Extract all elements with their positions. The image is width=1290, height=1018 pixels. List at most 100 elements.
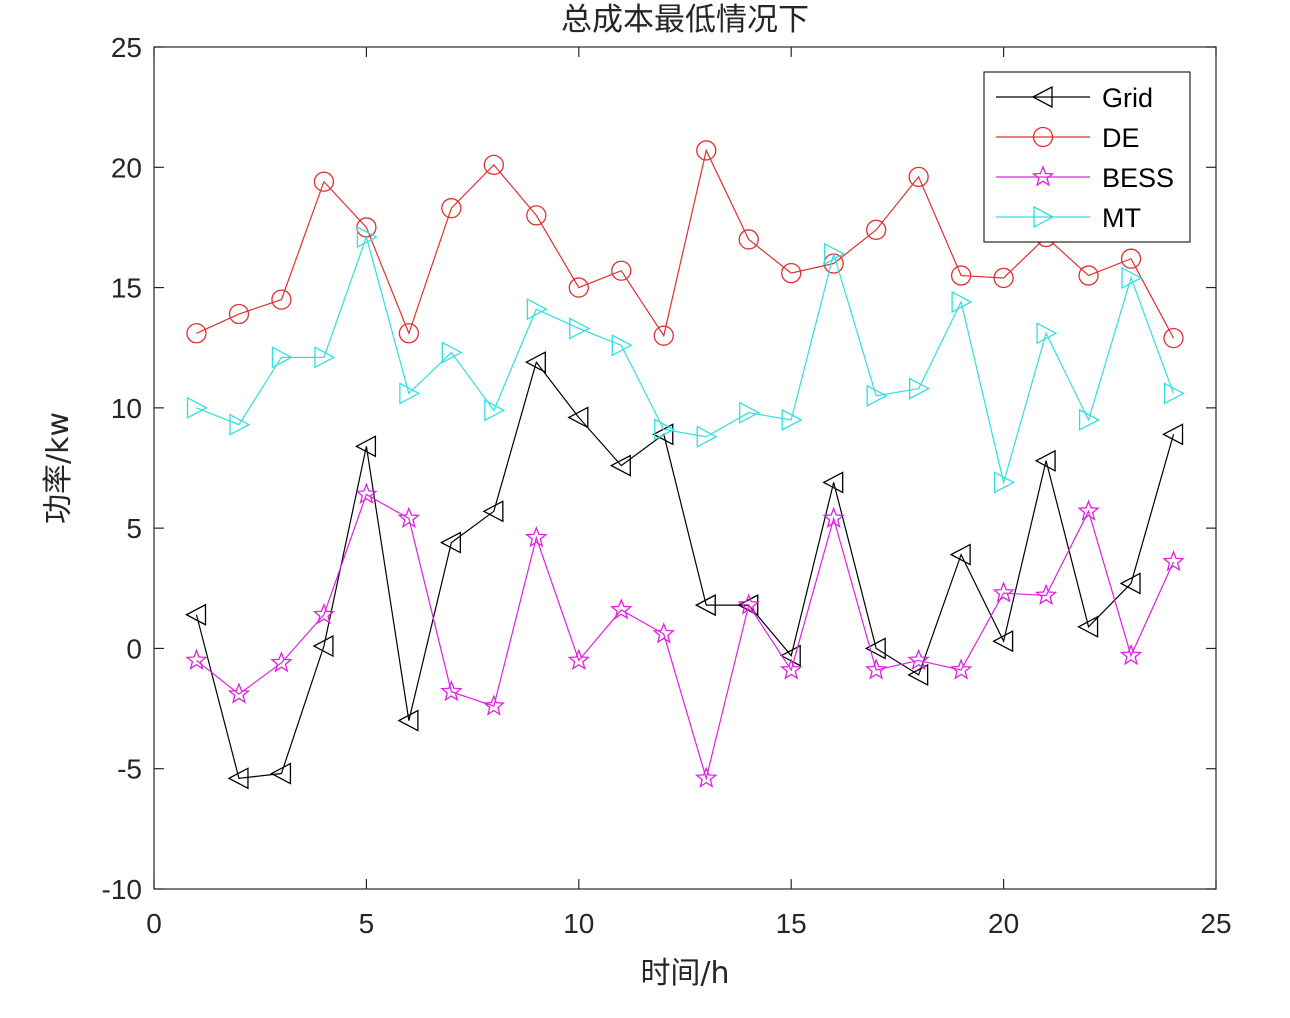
data-point-bess (652, 622, 675, 644)
y-tick-label: 10 (111, 393, 142, 424)
legend-marker-bess (1031, 165, 1055, 187)
data-point-de (993, 267, 1014, 289)
data-point-mt (781, 408, 803, 431)
x-tick-label: 10 (563, 908, 594, 939)
data-point-grid (1077, 615, 1099, 638)
ticks-layer: 0 5 10 15 20 25 -10 -5 0 5 10 15 20 25 (102, 32, 1232, 939)
data-point-de (908, 166, 929, 188)
data-point-mt (271, 346, 293, 369)
data-point-bess (312, 602, 336, 625)
data-point-bess (482, 694, 506, 716)
x-tick-label: 15 (776, 908, 807, 939)
data-point-grid (482, 500, 504, 523)
data-point-mt (314, 346, 336, 369)
data-point-mt (951, 290, 973, 314)
y-tick-label: 15 (111, 273, 142, 304)
data-point-de (696, 140, 717, 161)
data-point-bess (695, 766, 718, 788)
data-point-bess (1034, 583, 1058, 606)
data-point-bess (949, 658, 973, 680)
data-point-mt (186, 396, 208, 419)
legend-label-grid: Grid (1102, 83, 1153, 113)
series-layer (185, 140, 1185, 790)
data-point-grid (439, 531, 462, 554)
data-point-grid (312, 634, 334, 658)
legend-marker-mt (1033, 205, 1055, 229)
data-point-de (1078, 265, 1099, 286)
legend-entry-de: DE (996, 123, 1140, 153)
x-tick-label: 0 (146, 908, 162, 939)
data-point-mt (484, 399, 506, 422)
x-tick-label: 20 (988, 908, 1019, 939)
data-point-bess (355, 482, 378, 505)
series-line-bess (196, 493, 1175, 781)
x-tick-label: 25 (1200, 908, 1231, 939)
legend-marker-grid (1031, 85, 1053, 109)
legend-marker-de (1032, 126, 1054, 148)
data-point-grid (949, 543, 971, 566)
data-point-bess (440, 679, 463, 702)
legend-box (983, 71, 1191, 243)
y-tick-label: 0 (126, 633, 142, 664)
data-point-de (1120, 248, 1142, 269)
legend-entry-bess: BESS (996, 163, 1174, 193)
y-tick-label: 5 (126, 513, 142, 544)
data-point-mt (229, 413, 251, 436)
data-point-de (738, 229, 759, 250)
data-point-mt (1078, 408, 1100, 431)
data-point-mt (1036, 322, 1058, 345)
data-point-grid (1119, 572, 1141, 595)
data-point-de (611, 260, 632, 281)
data-point-grid (609, 454, 631, 477)
data-point-grid (1034, 449, 1056, 472)
data-point-mt (993, 471, 1015, 494)
legend-entry-mt: MT (996, 203, 1141, 233)
data-point-mt (739, 401, 761, 424)
data-point-bess (270, 651, 293, 673)
data-point-grid (567, 406, 589, 429)
y-tick-label: -10 (102, 874, 142, 905)
data-point-grid (694, 594, 716, 617)
data-point-de (398, 323, 420, 344)
data-point-de (568, 277, 589, 298)
data-point-bess (525, 525, 548, 548)
data-point-grid (185, 603, 207, 626)
data-point-bess (907, 648, 930, 671)
data-point-bess (864, 658, 888, 680)
data-point-de (271, 289, 292, 310)
data-point-bess (992, 581, 1015, 603)
data-point-de (186, 323, 207, 344)
data-point-de (526, 205, 547, 226)
data-point-grid (355, 435, 377, 458)
data-point-bess (227, 682, 251, 704)
legend-label-mt: MT (1102, 203, 1141, 233)
y-tick-label: -5 (117, 754, 142, 785)
data-point-de (483, 154, 504, 176)
data-point-bess (1119, 643, 1143, 666)
data-point-bess (397, 506, 421, 529)
data-point-bess (737, 593, 760, 615)
legend-label-de: DE (1102, 123, 1140, 153)
y-tick-label: 20 (111, 152, 142, 183)
data-point-grid (270, 762, 292, 785)
data-point-grid (227, 767, 249, 790)
chart-title: 总成本最低情况下 (561, 2, 809, 38)
data-point-de (441, 198, 462, 219)
data-point-mt (569, 317, 591, 340)
x-axis-title: 时间/h (640, 956, 729, 991)
data-point-mt (908, 377, 931, 400)
data-point-mt (824, 242, 846, 265)
data-point-bess (610, 598, 633, 620)
data-point-de (866, 219, 887, 240)
series-mt (186, 225, 1185, 494)
data-point-grid (524, 351, 546, 374)
data-point-mt (611, 334, 633, 357)
legend-label-bess: BESS (1102, 163, 1174, 193)
data-point-mt (356, 225, 378, 249)
data-point-grid (992, 630, 1014, 653)
data-point-de (228, 303, 250, 325)
data-point-grid (1162, 423, 1184, 446)
data-point-grid (864, 637, 886, 660)
data-point-mt (866, 384, 888, 407)
